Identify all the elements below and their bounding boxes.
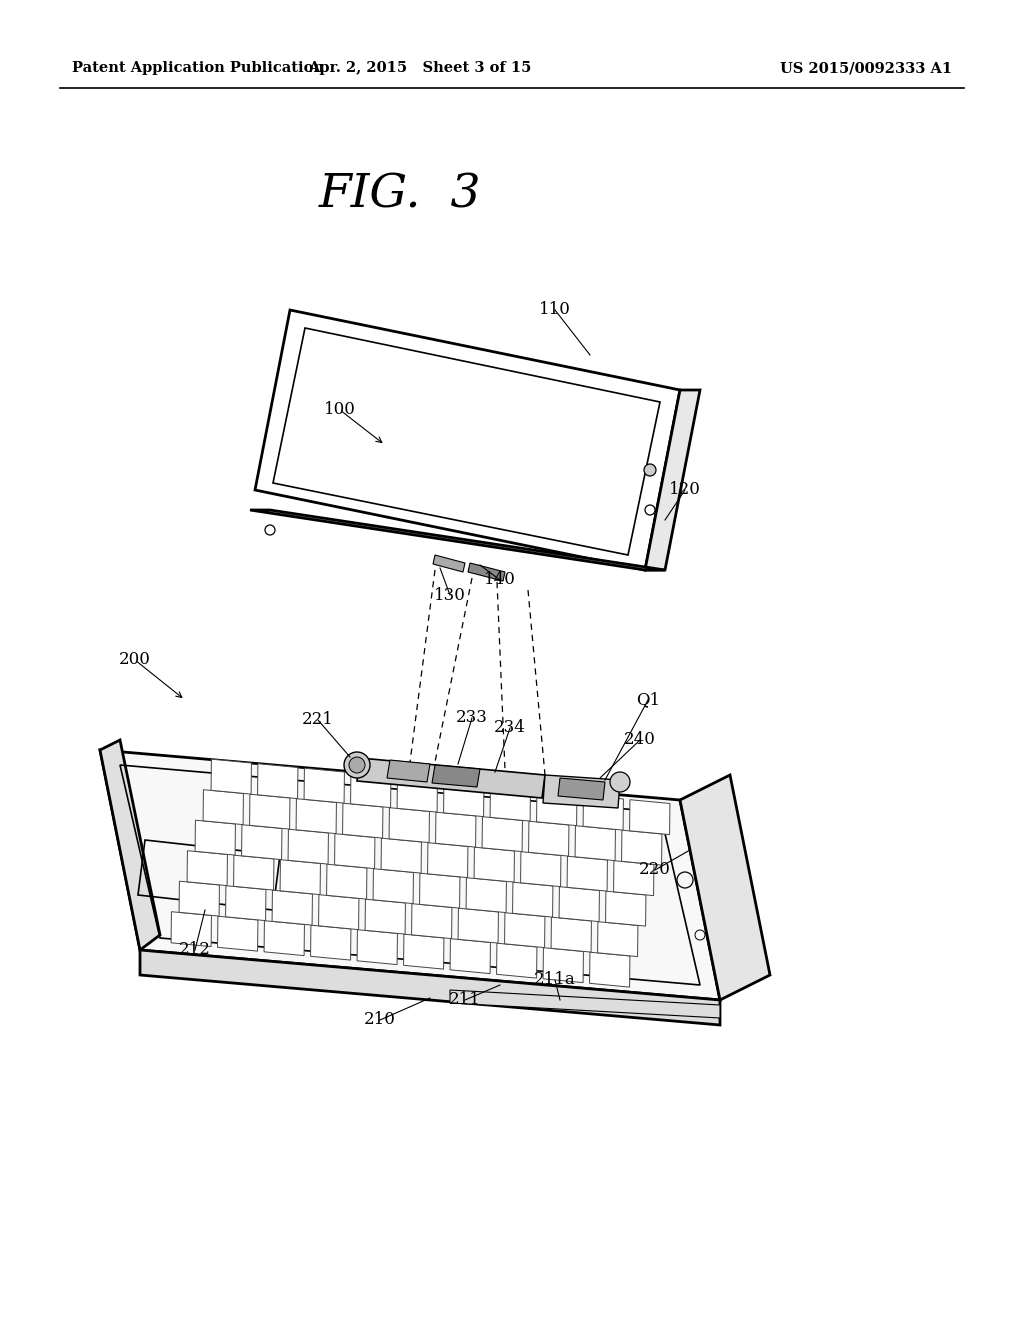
Polygon shape	[373, 869, 414, 904]
Text: 120: 120	[669, 482, 701, 499]
Polygon shape	[350, 772, 391, 808]
Polygon shape	[559, 887, 599, 921]
Polygon shape	[255, 310, 680, 570]
Polygon shape	[327, 865, 367, 899]
Polygon shape	[432, 766, 480, 787]
Polygon shape	[420, 874, 460, 908]
Polygon shape	[381, 838, 422, 873]
Text: 210: 210	[365, 1011, 396, 1028]
Polygon shape	[466, 878, 507, 912]
Polygon shape	[513, 882, 553, 917]
Text: 233: 233	[456, 710, 488, 726]
Polygon shape	[505, 912, 545, 948]
Polygon shape	[435, 812, 476, 847]
Text: 221: 221	[302, 711, 334, 729]
Polygon shape	[428, 842, 468, 878]
Polygon shape	[680, 775, 770, 1001]
Text: 100: 100	[324, 401, 356, 418]
Polygon shape	[281, 859, 321, 895]
Text: 240: 240	[624, 731, 656, 748]
Polygon shape	[179, 882, 219, 916]
Text: 140: 140	[484, 572, 516, 589]
Polygon shape	[387, 760, 430, 781]
Text: 220: 220	[639, 862, 671, 879]
Polygon shape	[497, 944, 537, 978]
Text: 212: 212	[179, 941, 211, 958]
Polygon shape	[543, 775, 620, 808]
Polygon shape	[451, 939, 490, 974]
Text: Apr. 2, 2015   Sheet 3 of 15: Apr. 2, 2015 Sheet 3 of 15	[308, 61, 531, 75]
Polygon shape	[366, 899, 406, 935]
Polygon shape	[490, 787, 530, 821]
Polygon shape	[551, 917, 592, 952]
Polygon shape	[537, 791, 577, 825]
Text: US 2015/0092333 A1: US 2015/0092333 A1	[780, 61, 952, 75]
Polygon shape	[613, 861, 654, 895]
Polygon shape	[296, 799, 337, 834]
Polygon shape	[233, 855, 273, 890]
Polygon shape	[203, 789, 244, 825]
Polygon shape	[318, 895, 359, 929]
Polygon shape	[468, 564, 505, 581]
Polygon shape	[187, 850, 227, 886]
Polygon shape	[433, 554, 465, 572]
Polygon shape	[583, 795, 624, 830]
Polygon shape	[412, 904, 452, 939]
Circle shape	[610, 772, 630, 792]
Polygon shape	[310, 925, 351, 960]
Polygon shape	[250, 795, 290, 829]
Circle shape	[349, 756, 365, 774]
Polygon shape	[630, 800, 670, 834]
Polygon shape	[250, 510, 665, 570]
Polygon shape	[622, 830, 662, 865]
Polygon shape	[100, 750, 720, 1001]
Text: FIG.  3: FIG. 3	[318, 173, 481, 218]
Text: Q1: Q1	[636, 692, 660, 709]
Polygon shape	[288, 829, 329, 865]
Polygon shape	[598, 921, 638, 957]
Circle shape	[344, 752, 370, 777]
Polygon shape	[225, 886, 266, 920]
Polygon shape	[528, 821, 569, 857]
Polygon shape	[343, 803, 383, 838]
Polygon shape	[140, 950, 720, 1026]
Polygon shape	[211, 759, 252, 795]
Text: 234: 234	[494, 719, 526, 737]
Polygon shape	[357, 758, 545, 799]
Polygon shape	[258, 764, 298, 799]
Polygon shape	[100, 741, 160, 950]
Circle shape	[644, 465, 656, 477]
Polygon shape	[389, 808, 429, 842]
Polygon shape	[520, 851, 561, 887]
Polygon shape	[171, 912, 211, 946]
Polygon shape	[567, 857, 607, 891]
Polygon shape	[474, 847, 514, 882]
Polygon shape	[335, 834, 375, 869]
Text: 211: 211	[450, 991, 481, 1008]
Polygon shape	[605, 891, 646, 927]
Polygon shape	[304, 768, 344, 803]
Text: 211a: 211a	[535, 972, 575, 989]
Polygon shape	[558, 777, 605, 800]
Text: 130: 130	[434, 586, 466, 603]
Polygon shape	[196, 820, 236, 855]
Text: Patent Application Publication: Patent Application Publication	[72, 61, 324, 75]
Polygon shape	[242, 825, 282, 859]
Polygon shape	[543, 948, 584, 982]
Polygon shape	[403, 935, 444, 969]
Polygon shape	[264, 921, 304, 956]
Polygon shape	[450, 990, 720, 1018]
Text: 200: 200	[119, 652, 151, 668]
Polygon shape	[590, 952, 630, 987]
Polygon shape	[482, 817, 522, 851]
Polygon shape	[443, 781, 484, 817]
Text: 110: 110	[539, 301, 571, 318]
Polygon shape	[217, 916, 258, 952]
Polygon shape	[645, 389, 700, 570]
Polygon shape	[272, 890, 312, 925]
Polygon shape	[357, 929, 397, 965]
Polygon shape	[458, 908, 499, 942]
Polygon shape	[575, 826, 615, 861]
Polygon shape	[397, 777, 437, 812]
